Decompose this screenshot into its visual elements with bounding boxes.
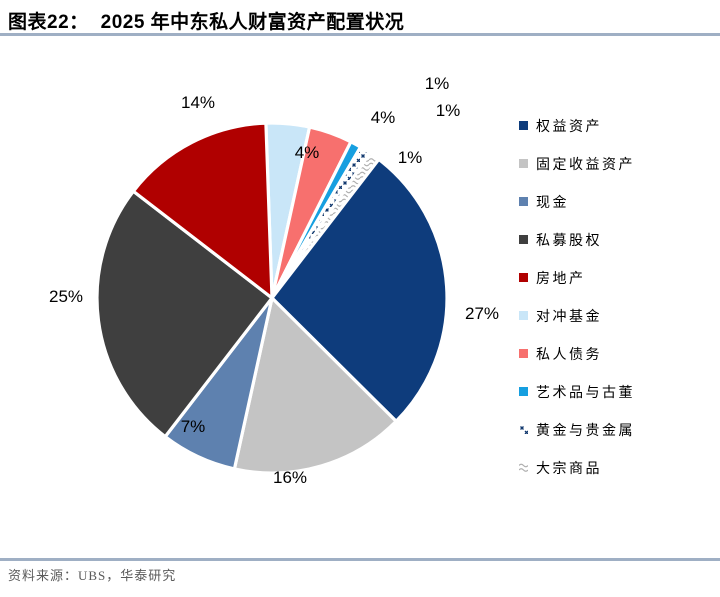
figure-number: 图表22： (8, 12, 89, 33)
pie-slice-1 (270, 157, 449, 423)
legend-label: 私人债务 (536, 347, 602, 363)
pie-slice-2 (232, 296, 398, 475)
data-label-commodities: 1% (435, 101, 461, 120)
legend-swatch-icon (519, 311, 528, 320)
legend-label: 艺术品与古董 (536, 385, 635, 401)
legend-label: 房地产 (536, 271, 586, 287)
legend-label: 对冲基金 (536, 309, 602, 325)
legend-item-real-estate: 房地产 (519, 266, 635, 289)
legend-item-fixed-income: 固定收益资产 (519, 152, 635, 175)
data-label-hedge-fund: 4% (294, 143, 320, 162)
legend-label: 大宗商品 (536, 461, 602, 477)
figure-title: 图表22： 2025 年中东私人财富资产配置状况 (8, 7, 404, 34)
data-label-real-estate: 14% (180, 93, 216, 112)
legend-swatch-icon (519, 273, 528, 282)
chart-legend: 权益资产 固定收益资产 现金 私募股权 房地产 对冲基金 私人债务 艺术品与古 (519, 114, 635, 494)
legend-label: 现金 (536, 195, 569, 211)
legend-item-equity: 权益资产 (519, 114, 635, 137)
data-label-gold-metals: 1% (424, 74, 450, 93)
legend-swatch-icon (519, 197, 528, 206)
legend-item-art-antiques: 艺术品与古董 (519, 380, 635, 403)
data-label-equity: 27% (464, 304, 500, 323)
legend-swatch-icon (519, 235, 528, 244)
legend-swatch-icon (519, 121, 528, 130)
source-note: 资料来源：UBS，华泰研究 (8, 568, 177, 583)
legend-swatch-icon (519, 387, 528, 396)
legend-label: 黄金与贵金属 (536, 423, 635, 439)
data-label-art-antiques: 1% (397, 148, 423, 167)
legend-item-cash: 现金 (519, 190, 635, 213)
figure-title-text: 2025 年中东私人财富资产配置状况 (100, 12, 405, 33)
legend-label: 固定收益资产 (536, 157, 635, 173)
legend-item-commodities: 大宗商品 (519, 456, 635, 479)
pie-slice-4 (95, 189, 274, 439)
data-label-private-debt: 4% (370, 108, 396, 127)
footer-divider (0, 558, 720, 561)
legend-swatch-icon (519, 425, 528, 434)
title-divider (0, 33, 720, 36)
data-label-private-equity: 25% (48, 287, 84, 306)
pie-slice-5 (131, 121, 274, 300)
legend-item-private-equity: 私募股权 (519, 228, 635, 251)
data-label-cash: 7% (180, 417, 206, 436)
legend-swatch-icon (519, 159, 528, 168)
data-label-fixed-income: 16% (272, 468, 308, 487)
legend-swatch-icon (519, 349, 528, 358)
pie-slices-group (95, 121, 449, 475)
legend-item-private-debt: 私人债务 (519, 342, 635, 365)
legend-label: 私募股权 (536, 233, 602, 249)
legend-item-hedge-fund: 对冲基金 (519, 304, 635, 327)
legend-item-gold-metals: 黄金与贵金属 (519, 418, 635, 441)
legend-label: 权益资产 (536, 119, 602, 135)
legend-swatch-icon (519, 463, 528, 472)
